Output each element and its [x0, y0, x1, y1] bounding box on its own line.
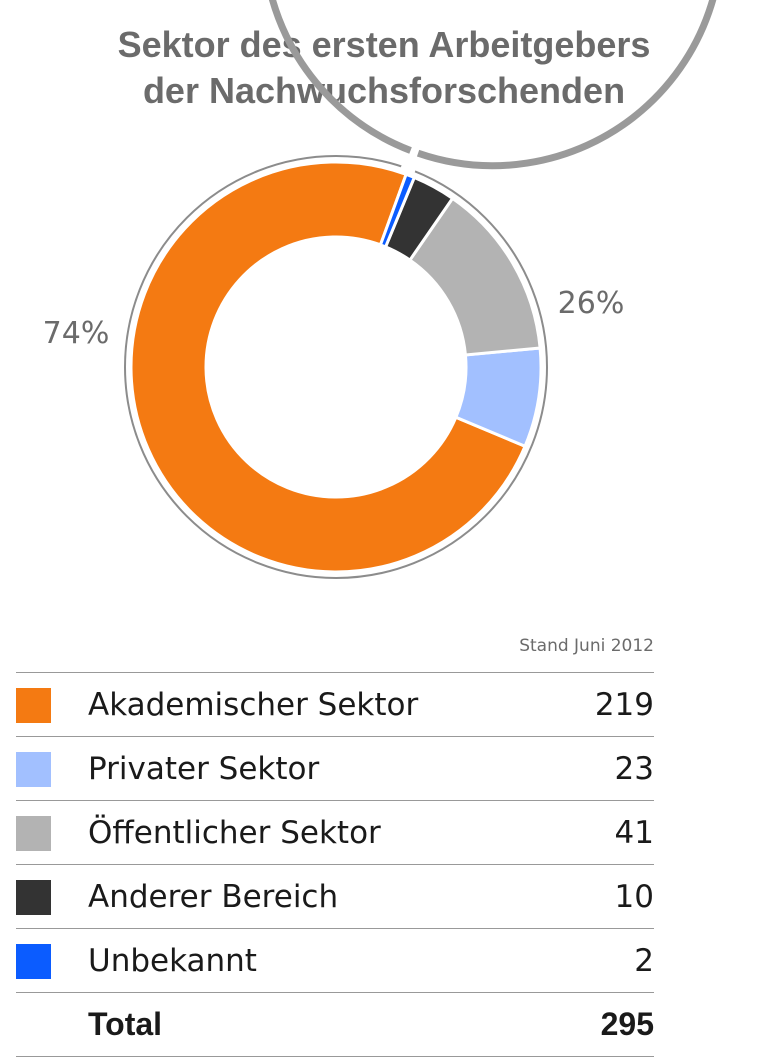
- slice-akademischer-sektor: [129, 160, 528, 574]
- legend-row-anderer-bereich: Anderer Bereich 10: [16, 865, 654, 929]
- donut-chart: 74% 26%: [43, 0, 717, 579]
- chart-title-line-1: Sektor des ersten Arbeitgebers: [117, 24, 651, 65]
- chart-title: Sektor des ersten Arbeitgebers der Nachw…: [0, 22, 768, 114]
- legend-count: 41: [614, 815, 654, 851]
- legend-table: Akademischer Sektor 219 Privater Sektor …: [16, 672, 654, 1057]
- legend-row-akademischer-sektor: Akademischer Sektor 219: [16, 673, 654, 737]
- legend-row-total: Total 295: [16, 993, 654, 1057]
- legend-count: 219: [594, 687, 654, 723]
- annotation-74-percent: 74%: [43, 316, 110, 351]
- legend-row-privater-sektor: Privater Sektor 23: [16, 737, 654, 801]
- legend-label: Unbekannt: [88, 943, 257, 979]
- legend-label: Öffentlicher Sektor: [88, 815, 381, 851]
- legend-swatch-privater-sektor: [16, 752, 51, 787]
- legend-swatch-anderer-bereich: [16, 880, 51, 915]
- donut-outline: [124, 155, 548, 579]
- total-count: 295: [600, 1006, 654, 1042]
- legend-swatch-akademischer-sektor: [16, 688, 51, 723]
- total-label: Total: [88, 1006, 163, 1042]
- legend-count: 10: [614, 879, 654, 915]
- legend-swatch-unbekannt: [16, 944, 51, 979]
- slice-unbekannt: [378, 172, 417, 249]
- annotation-26-percent: 26%: [558, 286, 625, 321]
- legend-row-oeffentlicher-sektor: Öffentlicher Sektor 41: [16, 801, 654, 865]
- legend-count: 23: [614, 751, 654, 787]
- outline-gap: [400, 164, 416, 174]
- legend-count: 2: [634, 943, 654, 979]
- legend-row-unbekannt: Unbekannt 2: [16, 929, 654, 993]
- legend-label: Anderer Bereich: [88, 879, 339, 915]
- legend-swatch-oeffentlicher-sektor: [16, 816, 51, 851]
- legend-label: Privater Sektor: [88, 751, 320, 787]
- legend-label: Akademischer Sektor: [88, 687, 419, 723]
- chart-title-line-2: der Nachwuchsforschenden: [142, 70, 626, 111]
- minority-bracket: [268, 0, 717, 170]
- stand-date: Stand Juni 2012: [519, 636, 654, 656]
